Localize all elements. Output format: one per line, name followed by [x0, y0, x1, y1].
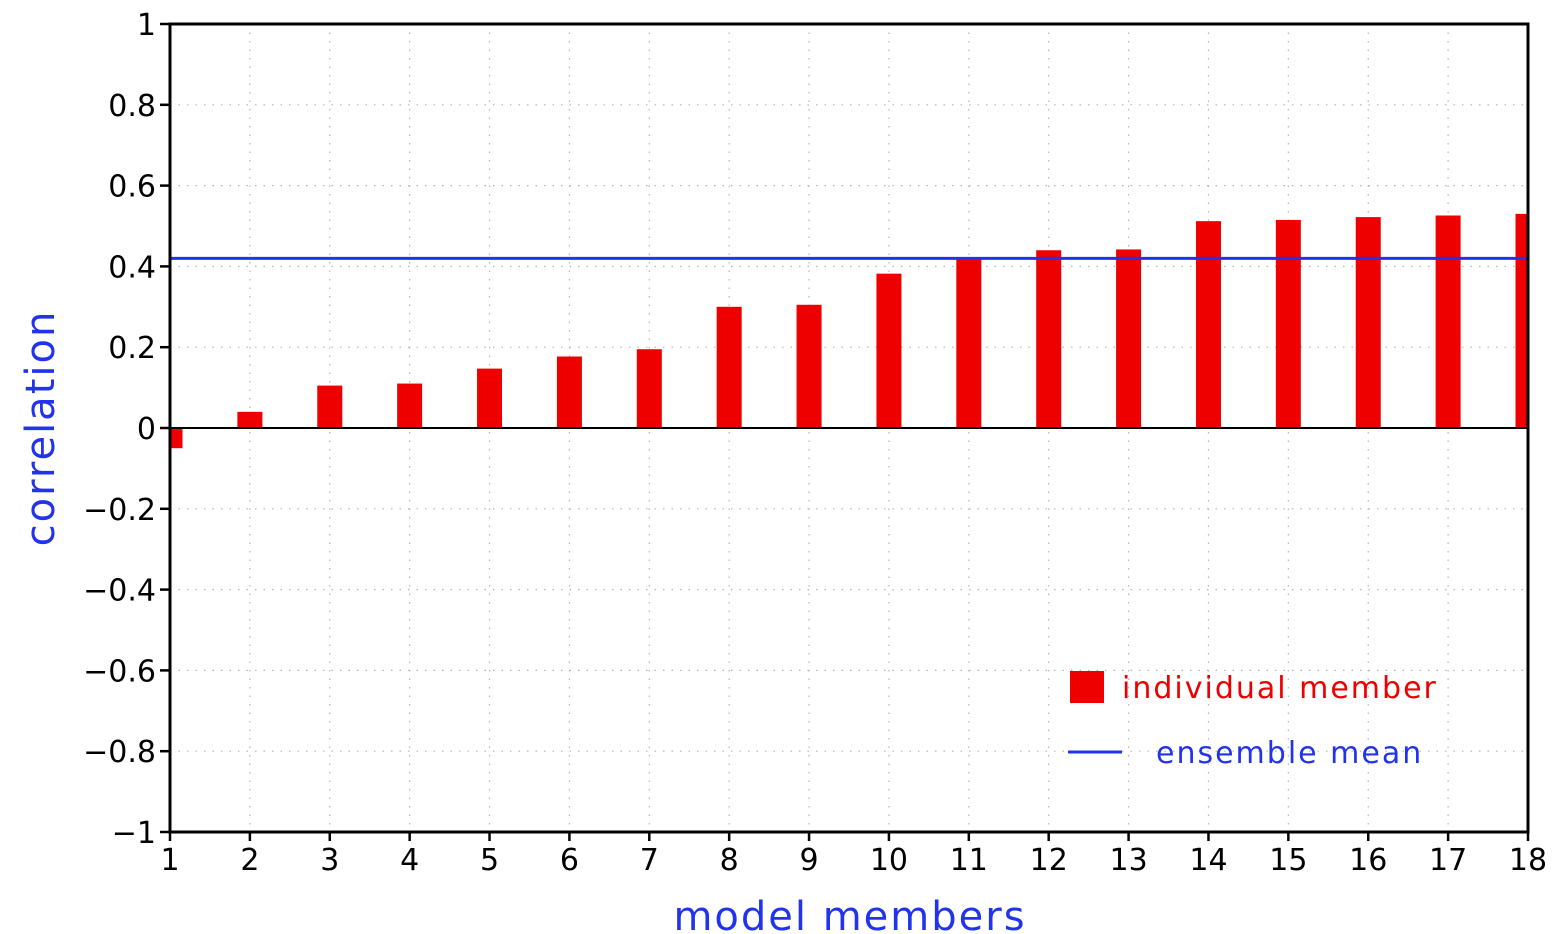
bar: [1116, 249, 1142, 428]
bar: [1435, 215, 1461, 428]
grid: [170, 24, 1528, 832]
bars: [170, 213, 1528, 449]
y-tick-label: −0.8: [83, 735, 156, 770]
x-tick-label: 6: [560, 843, 579, 878]
bar: [716, 306, 742, 428]
bar: [317, 385, 343, 428]
x-tick-label: 2: [240, 843, 259, 878]
x-tick-label: 18: [1509, 843, 1547, 878]
y-tick-label: 0.4: [108, 250, 156, 285]
x-tick-label: 16: [1349, 843, 1387, 878]
y-tick-label: −0.4: [83, 574, 156, 609]
bar: [1275, 219, 1301, 428]
legend-bar-swatch: [1070, 671, 1104, 703]
bar: [237, 411, 263, 428]
bar: [1036, 250, 1062, 428]
x-tick-label: 4: [400, 843, 419, 878]
bar: [876, 273, 902, 428]
y-tick-label: 1: [137, 8, 156, 43]
legend: individual member ensemble mean: [1068, 671, 1438, 771]
x-tick-label: 15: [1269, 843, 1307, 878]
bar: [477, 368, 503, 428]
x-tick-label: 10: [870, 843, 908, 878]
x-tick-label: 9: [800, 843, 819, 878]
bar: [1515, 213, 1528, 428]
bar: [1195, 221, 1221, 428]
x-tick-label: 1: [160, 843, 179, 878]
y-tick-label: 0.6: [108, 170, 156, 205]
y-tick-label: 0: [137, 412, 156, 447]
x-tick-labels: 1 2 3 4 5 6 7 8 9 10 11 12 13 14 15 16 17 18: [160, 843, 1547, 878]
x-tick-label: 3: [320, 843, 339, 878]
y-axis-title: correlation: [18, 310, 64, 547]
bar: [1355, 217, 1381, 428]
x-tick-label: 5: [480, 843, 499, 878]
bar: [636, 349, 662, 428]
legend-bar-label: individual member: [1122, 671, 1438, 706]
bar: [170, 428, 183, 449]
y-tick-label: 0.2: [108, 331, 156, 366]
y-tick-label: 0.8: [108, 89, 156, 124]
bar: [956, 258, 982, 428]
x-tick-label: 8: [720, 843, 739, 878]
y-tick-labels: −1 −0.8 −0.6 −0.4 −0.2 0 0.2 0.4 0.6 0.8 1: [83, 8, 156, 851]
bar: [397, 383, 423, 428]
x-tick-label: 14: [1189, 843, 1227, 878]
y-tick-label: −1: [112, 816, 156, 851]
legend-line-label: ensemble mean: [1156, 736, 1423, 771]
bar: [556, 356, 582, 428]
x-tick-label: 17: [1429, 843, 1467, 878]
x-tick-label: 11: [950, 843, 988, 878]
x-axis-title: model members: [673, 894, 1026, 934]
ticks: [160, 22, 1530, 841]
x-tick-label: 12: [1030, 843, 1068, 878]
x-tick-label: 7: [640, 843, 659, 878]
y-tick-label: −0.2: [83, 493, 156, 528]
bar: [796, 304, 822, 428]
x-tick-label: 13: [1109, 843, 1147, 878]
y-tick-label: −0.6: [83, 654, 156, 689]
